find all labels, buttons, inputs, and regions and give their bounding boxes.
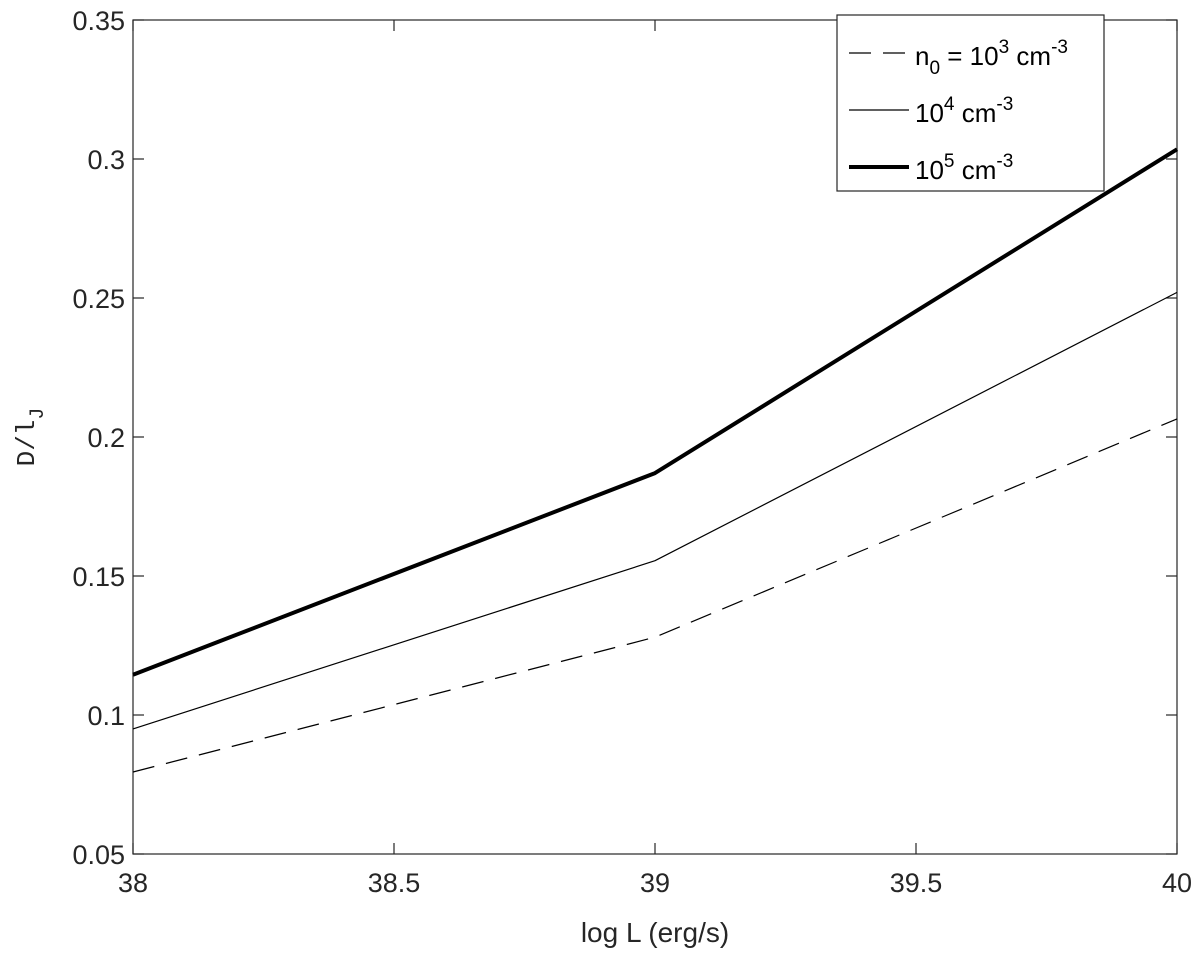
y-tick-label: 0.25	[72, 284, 125, 314]
x-axis-label: log L (erg/s)	[581, 917, 729, 948]
y-axis-label-subscript: J	[27, 408, 50, 420]
x-tick-label: 38	[118, 868, 148, 898]
x-tick-label: 40	[1162, 868, 1192, 898]
x-tick-label: 39	[640, 868, 670, 898]
legend-label-2: 104 cm-3	[915, 94, 1013, 128]
y-tick-label: 0.2	[87, 423, 125, 453]
y-tick-label: 0.1	[87, 701, 125, 731]
y-axis-label-main: D/l	[12, 420, 42, 467]
series-lines	[132, 147, 1179, 773]
x-tick-label: 39.5	[890, 868, 943, 898]
series-line-2	[132, 291, 1178, 730]
y-tick-label: 0.05	[72, 840, 125, 870]
legend: n0 = 103 cm-3 104 cm-3 105 cm-3	[836, 14, 1105, 192]
y-tick-label: 0.35	[72, 6, 125, 36]
legend-label-3: 105 cm-3	[915, 151, 1013, 185]
legend-label-1: n0 = 103 cm-3	[915, 37, 1068, 79]
tick-labels: 38 38.5 39 39.5 40 0.05 0.1 0.15 0.2 0.25 0.3 0.35	[72, 6, 1192, 898]
x-tick-label: 38.5	[368, 868, 421, 898]
series-line-3	[132, 147, 1179, 677]
y-tick-label: 0.15	[72, 562, 125, 592]
legend-box	[836, 14, 1105, 192]
axis-ticks	[132, 19, 1178, 855]
y-axis-label: D/lJ	[12, 408, 50, 467]
series-line-1	[132, 418, 1178, 773]
y-tick-label: 0.3	[87, 145, 125, 175]
